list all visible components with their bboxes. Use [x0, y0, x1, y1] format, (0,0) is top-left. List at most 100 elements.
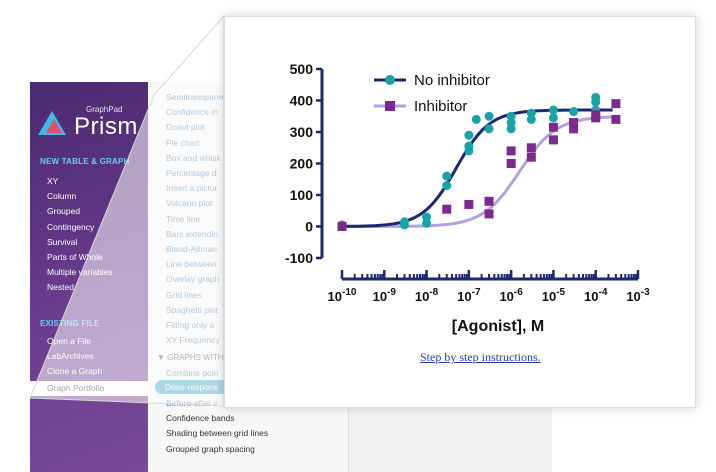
point-no-inhibitor [464, 130, 474, 140]
point-inhibitor [591, 113, 601, 123]
list-item-top-4[interactable]: Box and whisk [166, 152, 221, 163]
sidebar-item-new-3[interactable]: Contingency [47, 221, 95, 232]
legend-marker [385, 101, 395, 111]
list-item-bottom-1[interactable]: Confidence bands [166, 413, 235, 424]
list-item-top-7[interactable]: Volcano plot [166, 198, 213, 209]
list-item-top-0[interactable]: Semitransparent [166, 92, 229, 102]
series-curve-inhibitor [342, 115, 613, 228]
list-item-top-9[interactable]: Bars extendin [166, 228, 218, 239]
point-no-inhibitor [526, 108, 536, 118]
point-no-inhibitor [471, 114, 481, 124]
dose-response-chart: 500 400 300 200 100 0 -100 10-10 10-9 10-8 10-7 10-… [285, 61, 650, 335]
list-item-top-16[interactable]: XY Frequency [166, 335, 220, 346]
list-item-bottom-0[interactable]: Before-after v [166, 398, 218, 408]
list-item-top-15[interactable]: Fitting only a [166, 320, 215, 330]
point-no-inhibitor [442, 171, 452, 181]
list-item-top-8[interactable]: Time line [166, 213, 201, 224]
point-inhibitor [611, 114, 621, 124]
point-inhibitor [569, 124, 579, 134]
point-inhibitor [484, 209, 494, 219]
point-no-inhibitor [422, 218, 432, 228]
group-header[interactable]: ▼ GRAPHS WITH [157, 353, 224, 362]
list-item-top-6[interactable]: Insert a pictur [166, 183, 218, 194]
prism-logo-inner-icon [46, 119, 62, 133]
sidebar-item-new-2[interactable]: Grouped [47, 206, 81, 217]
sidebar-item-label: Graph Portfolio [47, 383, 105, 393]
prism-logo: GraphPad Prism [38, 105, 138, 140]
point-inhibitor [506, 146, 516, 156]
point-inhibitor [526, 143, 536, 153]
point-inhibitor [526, 152, 536, 162]
list-item-top-10[interactable]: Bland-Altman [166, 244, 218, 254]
x-tick-label: 10-3 [626, 287, 650, 304]
sidebar-item-new-1[interactable]: Column [47, 191, 77, 202]
list-item-top-12[interactable]: Overlay graph [166, 274, 220, 285]
list-item-bottom-3[interactable]: Grouped graph spacing [166, 443, 255, 454]
point-no-inhibitor [548, 105, 558, 115]
step-link-suffix: . [537, 350, 541, 364]
y-tick-label: 300 [290, 124, 314, 140]
legend-label: Inhibitor [414, 98, 467, 115]
x-tick-label: 10-9 [373, 287, 397, 304]
y-tick-label: 500 [290, 61, 314, 77]
sidebar-item-existing-2[interactable]: Clone a Graph [47, 366, 103, 377]
list-item-top-5[interactable]: Percentage d [166, 168, 217, 178]
sidebar-item-new-0[interactable]: XY [47, 176, 59, 186]
point-no-inhibitor [484, 111, 494, 121]
point-no-inhibitor [442, 181, 452, 191]
sidebar-item-existing-1[interactable]: LabArchives [47, 351, 94, 362]
y-tick-label: 0 [305, 219, 313, 235]
y-tick-label: 200 [290, 156, 314, 172]
point-inhibitor [569, 118, 579, 128]
list-item-top-1[interactable]: Confidence in [166, 107, 218, 118]
point-no-inhibitor [464, 146, 474, 156]
x-tick-label: 10-4 [584, 287, 608, 304]
x-axis-label: [Agonist], M [452, 318, 544, 335]
series-curve-no-inhibitor [342, 108, 613, 228]
step-link-text: Step by step instructions [420, 350, 538, 364]
point-inhibitor [442, 204, 452, 214]
x-tick-label: 10-8 [415, 287, 439, 304]
point-no-inhibitor [569, 107, 579, 117]
preview-panel [224, 16, 696, 408]
sidebar-item-graph-portfolio[interactable]: Graph Portfolio [30, 381, 148, 396]
sidebar-item-existing-0[interactable]: Open a File [47, 336, 91, 346]
list-item-top-11[interactable]: Line between [166, 259, 217, 270]
list-item-top-13[interactable]: Grid lines [166, 289, 202, 300]
point-no-inhibitor [506, 124, 516, 134]
x-tick-label: 10-6 [499, 287, 523, 304]
point-no-inhibitor [591, 97, 601, 107]
y-tick-label: -100 [285, 250, 313, 266]
legend-label: No inhibitor [414, 72, 490, 89]
point-inhibitor [337, 222, 347, 231]
sidebar-item-new-5[interactable]: Parts of Whole [47, 252, 103, 262]
sidebar-item-new-4[interactable]: Survival [47, 236, 78, 247]
y-tick-label: 400 [290, 93, 314, 109]
step-by-step-link[interactable]: Step by step instructions. [420, 350, 541, 365]
list-item-group-0[interactable]: Combine poin [166, 368, 219, 378]
list-item-top-3[interactable]: Pie chart [166, 137, 200, 148]
logo-big-text: Prism [74, 113, 138, 140]
sidebar-item-new-6[interactable]: Multiple variables [47, 267, 113, 278]
point-no-inhibitor [526, 114, 536, 124]
point-no-inhibitor [484, 124, 494, 134]
point-inhibitor [464, 199, 474, 209]
legend-marker [385, 75, 395, 85]
x-tick-label: 10-10 [328, 287, 357, 304]
point-inhibitor [611, 99, 621, 109]
sidebar-item-new-7[interactable]: Nested [47, 282, 74, 293]
x-tick-label: 10-7 [457, 287, 481, 304]
list-item-bottom-2[interactable]: Shading between grid lines [166, 428, 269, 439]
point-inhibitor [506, 159, 516, 168]
point-inhibitor [548, 135, 558, 145]
section-new-table: NEW TABLE & GRAPH [40, 157, 130, 166]
point-no-inhibitor [422, 212, 432, 222]
list-item-top-2[interactable]: Donut plot [166, 122, 205, 133]
point-no-inhibitor [548, 113, 558, 123]
list-item-label: Dose-respons [165, 382, 218, 392]
point-no-inhibitor [506, 118, 516, 128]
x-tick-label: 10-5 [542, 287, 566, 304]
list-item-top-14[interactable]: Spaghetti plot [166, 304, 218, 315]
point-no-inhibitor [506, 111, 516, 121]
section-existing-file: EXISTING FILE [40, 319, 100, 328]
